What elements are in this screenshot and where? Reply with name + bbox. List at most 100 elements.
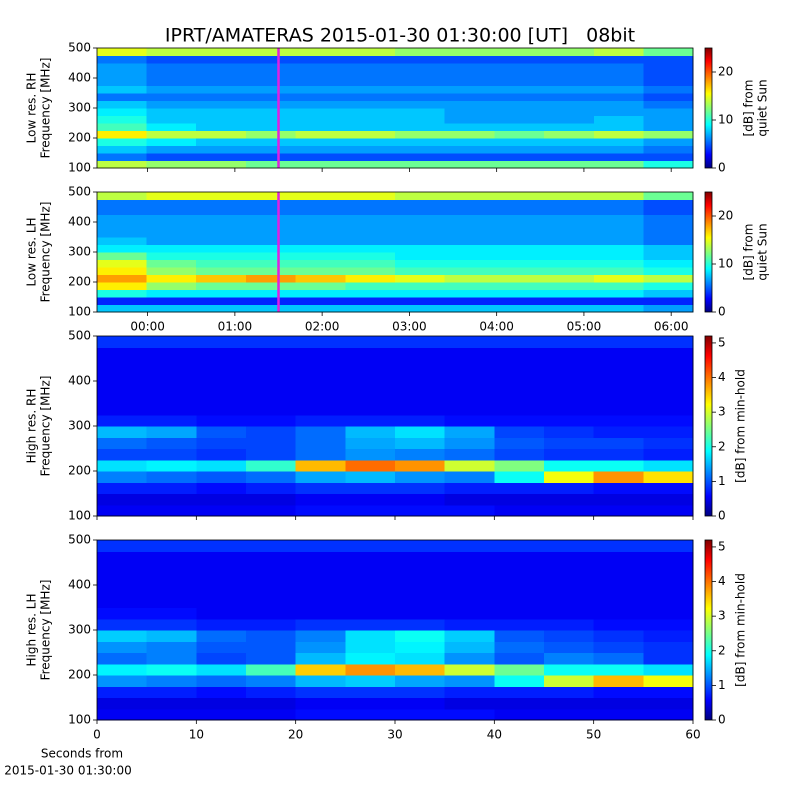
heatmap-cell [593,115,645,124]
heatmap-cell [444,214,495,223]
heatmap-cell [295,108,346,116]
heatmap-cell [643,138,694,146]
heatmap-cell [494,381,545,393]
heatmap-cell [345,237,396,245]
heatmap-cell [295,358,346,371]
heatmap-cell [395,244,446,253]
heatmap-cell [395,426,446,438]
heatmap-cell [246,414,297,427]
colorbar-tick-label: 1 [718,474,726,488]
heatmap-cell [97,282,147,290]
heatmap-cell [395,259,446,268]
heatmap-cell [295,392,346,404]
heatmap-cell [345,289,396,298]
heatmap-cell [444,252,495,260]
heatmap-cell [395,493,446,506]
heatmap-cell [146,562,197,575]
heatmap-cell [146,414,197,427]
heatmap-cell [494,160,545,169]
heatmap-cell [295,607,346,620]
heatmap-cell [643,652,694,665]
heatmap-cell [494,585,545,597]
colorbar-tick-label: 5 [718,539,726,553]
heatmap-cell [395,562,446,575]
heatmap-cell [444,652,495,665]
colorbar [704,335,713,517]
heatmap-cell [643,369,694,382]
heatmap-cell [444,153,495,161]
heatmap-cell [593,403,644,416]
heatmap-cell [593,358,644,371]
heatmap-cell [196,540,247,552]
heatmap-cell [395,504,446,517]
heatmap-cell [97,540,148,552]
heatmap-cell [295,482,346,494]
heatmap-cell [295,381,346,393]
heatmap-cell [494,540,545,552]
heatmap-cell [196,381,247,393]
heatmap-cell [146,540,197,552]
x-tick-label: 40 [487,728,502,742]
heatmap-cell [395,214,446,223]
heatmap-cell [395,596,446,608]
heatmap-cell [444,115,495,124]
heatmap-cell [345,493,396,506]
heatmap-cell [97,336,148,348]
heatmap-cell [246,392,297,404]
heatmap-cell [245,78,297,86]
heatmap-cell [146,78,197,86]
heatmap-cell [345,482,396,494]
heatmap-cell [196,482,247,494]
heatmap-cell [544,229,595,238]
y-tick-label: 200 [68,275,91,289]
heatmap-cell [395,145,446,154]
heatmap-cell [593,108,645,116]
heatmap-cell [246,482,297,494]
heatmap-cell [544,192,595,200]
heatmap-cell [345,100,396,109]
heatmap-cell [544,153,595,161]
heatmap-cell [295,93,346,101]
heatmap-cell [196,607,247,620]
heatmap-cell [643,289,694,298]
heatmap-cell [295,675,346,687]
heatmap-cell [246,551,297,563]
heatmap-cell [295,493,346,506]
heatmap-cell [245,297,297,305]
heatmap-cell [544,618,595,631]
heatmap-cell [345,274,396,283]
heatmap-cell [643,504,694,517]
heatmap-cell [146,392,197,404]
heatmap-cell [544,145,595,154]
heatmap-cell [196,222,247,230]
heatmap-cell [494,675,545,687]
heatmap-cell [544,493,595,506]
heatmap-cell [593,607,644,620]
heatmap-cell [593,274,645,283]
heatmap-cell [196,108,247,116]
heatmap-cell [643,214,694,223]
heatmap-cell [544,459,595,472]
heatmap-cell [395,708,446,721]
heatmap-cell [643,259,694,268]
heatmap-cell [494,199,545,208]
heatmap-cell [345,392,396,404]
heatmap-cell [544,448,595,461]
colorbar-label: quiet Sun [756,223,770,280]
heatmap-cell [245,123,297,131]
heatmap-cell [295,336,346,348]
heatmap-cell [97,55,147,64]
heatmap-cell [593,540,644,552]
heatmap-cell [295,55,346,64]
x-tick-label: 00:00 [130,320,165,334]
heatmap-cell [196,573,247,586]
heatmap-cell [345,573,396,586]
heatmap-cell [345,145,396,154]
y-tick-label: 200 [68,131,91,145]
heatmap-cell [146,199,197,208]
heatmap-cell [544,482,595,494]
heatmap-cell [444,244,495,253]
heatmap-cell [345,199,396,208]
heatmap-cell [544,214,595,223]
heatmap-cell [196,336,247,348]
